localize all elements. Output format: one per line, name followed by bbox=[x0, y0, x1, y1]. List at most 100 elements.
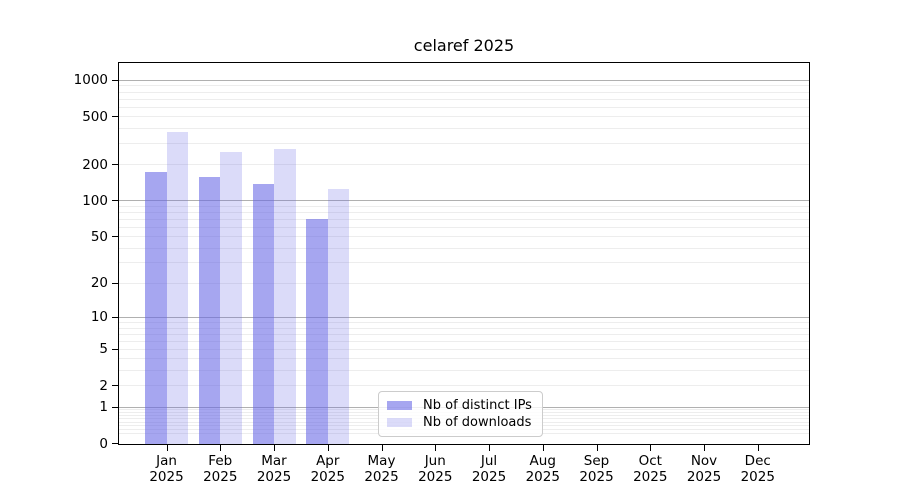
x-tick-year: 2025 bbox=[525, 468, 560, 485]
gridline-minor bbox=[119, 262, 809, 264]
x-tick-year: 2025 bbox=[740, 468, 775, 485]
y-tick-label: 200 bbox=[82, 156, 108, 173]
gridline-major bbox=[119, 316, 809, 318]
gridline-minor bbox=[119, 106, 809, 108]
x-tick-mark bbox=[757, 444, 759, 451]
x-tick-label: Jul 2025 bbox=[471, 453, 507, 486]
bar-downloads bbox=[274, 149, 296, 444]
x-tick-year: 2025 bbox=[149, 468, 184, 485]
x-tick-year: 2025 bbox=[364, 468, 399, 485]
gridline-minor bbox=[119, 212, 809, 213]
x-tick-year: 2025 bbox=[418, 468, 453, 485]
gridline-minor bbox=[119, 91, 809, 93]
x-tick-label: Sep 2025 bbox=[579, 453, 614, 486]
legend-swatch-distinct-ips bbox=[387, 401, 412, 410]
gridline-minor bbox=[119, 98, 809, 100]
x-tick-month: Mar bbox=[261, 453, 287, 469]
gridline-minor bbox=[119, 348, 809, 350]
gridline-minor bbox=[119, 327, 809, 329]
gridline-minor bbox=[119, 236, 809, 238]
x-tick-month: Jul bbox=[480, 453, 498, 469]
gridline-major bbox=[119, 200, 809, 202]
gridline-minor bbox=[119, 127, 809, 129]
x-tick-month: May bbox=[367, 453, 396, 469]
x-tick-month: Jan bbox=[156, 453, 177, 469]
x-tick-year: 2025 bbox=[633, 468, 668, 485]
x-tick-label: Apr 2025 bbox=[310, 453, 345, 486]
gridline-minor bbox=[119, 340, 809, 342]
x-tick-year: 2025 bbox=[579, 468, 614, 485]
y-tick-label: 2 bbox=[99, 377, 108, 394]
legend-swatch-downloads bbox=[387, 418, 412, 427]
x-tick-month: Apr bbox=[316, 453, 340, 469]
x-tick-month: Oct bbox=[638, 453, 662, 469]
y-tick-mark bbox=[112, 200, 119, 202]
y-tick-mark bbox=[112, 282, 119, 284]
bar-distinct-ips bbox=[306, 219, 328, 444]
x-tick-label: Oct 2025 bbox=[633, 453, 668, 486]
x-tick-label: Feb 2025 bbox=[203, 453, 238, 486]
gridline-minor bbox=[119, 282, 809, 284]
gridline-minor bbox=[119, 85, 809, 87]
y-tick-mark bbox=[112, 385, 119, 387]
y-tick-label: 20 bbox=[90, 275, 108, 292]
y-tick-label: 1 bbox=[99, 398, 108, 415]
x-tick-label: Dec 2025 bbox=[740, 453, 775, 486]
x-tick-label: Mar 2025 bbox=[256, 453, 292, 486]
bar-distinct-ips bbox=[198, 177, 221, 444]
bar-distinct-ips bbox=[252, 183, 274, 444]
legend-item-downloads: Nb of downloads bbox=[387, 416, 534, 429]
x-tick-mark bbox=[596, 444, 598, 451]
x-tick-mark bbox=[381, 444, 383, 451]
x-tick-month: Dec bbox=[744, 453, 771, 469]
x-tick-mark bbox=[489, 444, 490, 451]
x-tick-year: 2025 bbox=[310, 468, 345, 485]
x-tick-year: 2025 bbox=[256, 468, 292, 485]
gridline-minor bbox=[119, 370, 809, 372]
x-tick-label: Aug 2025 bbox=[525, 453, 560, 486]
x-tick-mark bbox=[274, 444, 275, 451]
bar-downloads bbox=[166, 131, 188, 444]
y-tick-mark bbox=[112, 236, 119, 238]
bar-distinct-ips bbox=[145, 172, 167, 444]
gridline-minor bbox=[119, 143, 809, 144]
y-tick-label: 5 bbox=[99, 341, 108, 358]
y-tick-mark bbox=[112, 116, 119, 118]
x-tick-year: 2025 bbox=[471, 468, 507, 485]
gridline-minor bbox=[119, 247, 809, 249]
x-tick-label: May 2025 bbox=[364, 453, 399, 486]
gridline-minor bbox=[119, 321, 809, 323]
gridline-minor bbox=[119, 226, 809, 228]
y-tick-label: 500 bbox=[82, 108, 108, 125]
y-tick-label: 10 bbox=[90, 309, 108, 326]
x-tick-mark bbox=[704, 444, 705, 451]
x-tick-year: 2025 bbox=[686, 468, 722, 485]
gridline-minor bbox=[119, 333, 809, 335]
x-tick-month: Feb bbox=[208, 453, 233, 469]
legend-label-distinct-ips: Nb of distinct IPs bbox=[423, 398, 532, 413]
gridline-minor bbox=[119, 164, 809, 166]
x-tick-mark bbox=[650, 444, 652, 451]
x-tick-year: 2025 bbox=[203, 468, 238, 485]
y-tick-mark bbox=[112, 406, 119, 408]
plot-area: 0 1 2 5 10 20 50 100 200 500 1000 Jan 2025 Feb 2025 Mar… bbox=[74, 62, 810, 485]
x-tick-mark bbox=[166, 444, 168, 451]
y-tick-mark bbox=[112, 316, 119, 318]
y-tick-label: 50 bbox=[90, 228, 108, 245]
y-tick-label: 100 bbox=[82, 192, 108, 209]
gridline-minor bbox=[119, 116, 809, 118]
x-tick-label: Nov 2025 bbox=[686, 453, 722, 486]
bar-downloads bbox=[327, 189, 350, 444]
gridline-minor bbox=[119, 218, 809, 220]
y-tick-mark bbox=[112, 164, 119, 166]
gridline-minor bbox=[119, 385, 809, 387]
x-tick-month: Nov bbox=[690, 453, 718, 469]
gridline-major bbox=[119, 79, 809, 81]
x-tick-month: Aug bbox=[529, 453, 556, 469]
x-tick-label: Jan 2025 bbox=[149, 453, 184, 486]
x-tick-mark bbox=[542, 444, 544, 451]
bar-downloads bbox=[220, 151, 242, 444]
x-tick-month: Sep bbox=[583, 453, 610, 469]
x-tick-label: Jun 2025 bbox=[418, 453, 453, 486]
